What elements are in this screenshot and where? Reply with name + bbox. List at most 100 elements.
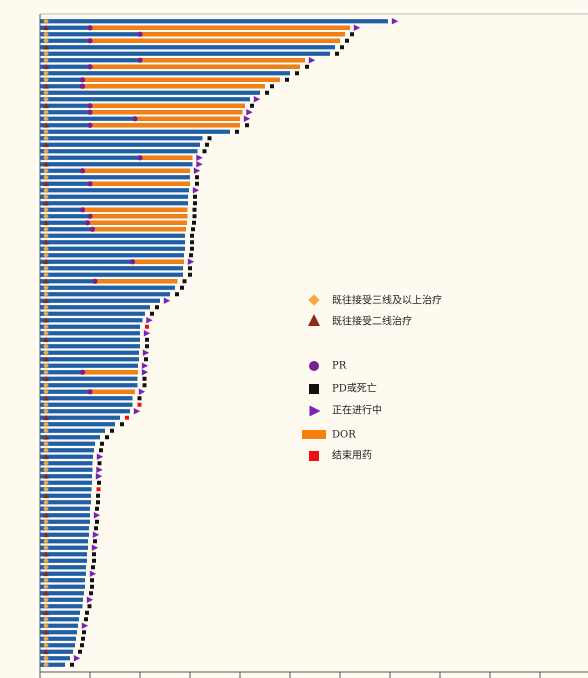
bar [40,337,140,342]
pd-marker [191,227,195,232]
bar [40,90,260,95]
ongoing-marker [353,24,361,31]
pd-marker [195,175,199,180]
pd-marker [193,194,197,199]
pd-marker [180,285,184,290]
dor-bar [95,279,178,284]
bar [40,396,133,401]
bar [40,513,90,518]
bar [40,597,83,602]
bar [40,506,90,511]
prior-marker [43,200,49,206]
prior-marker [43,298,49,304]
bar [40,422,115,427]
bar [40,532,89,537]
prior-marker [43,629,49,635]
prior-marker [43,473,49,479]
pr-marker [87,389,93,395]
dor-bar [90,123,240,128]
bar [40,461,93,466]
pd-marker [85,610,89,615]
prior-marker [43,551,49,557]
prior-marker [43,532,49,538]
ongoing-marker [193,167,201,174]
bar [40,558,87,563]
ongoing-marker [141,362,149,369]
pd-marker [120,422,124,427]
prior-marker [43,259,49,265]
ongoing-marker [163,297,171,304]
prior-marker [43,415,49,421]
pd-marker [150,311,154,316]
legend-label: 既往接受三线及以上治疗 [332,294,442,307]
ongoing-marker [243,115,251,122]
ongoing-marker [86,596,94,603]
dor-bar [135,116,240,121]
stop-marker [96,487,101,492]
pd-marker [295,71,299,76]
bar [40,376,138,381]
dor-bar [82,77,280,82]
bar [40,253,184,258]
pd-marker [205,142,209,147]
ongoing-marker [143,330,151,337]
pd-marker [335,51,339,56]
pd-marker [189,253,193,258]
ongoing-marker [91,544,99,551]
pr-marker [89,226,96,232]
bar [40,500,91,505]
bar [40,142,200,147]
ongoing-marker [196,154,203,161]
prior-marker [43,538,49,545]
pd-marker [305,64,309,69]
pd-marker [96,493,100,498]
bar [40,240,185,245]
bar [40,188,189,193]
bar [40,480,92,485]
pd-marker [82,630,86,635]
prior-marker [43,596,49,603]
ongoing-marker [93,512,101,519]
ongoing-marker [89,570,97,577]
pr-marker [87,38,93,44]
pd-marker [145,344,149,349]
bar [40,487,92,492]
pr-marker [79,77,86,83]
pr-marker [79,168,86,174]
pd-marker [81,636,85,641]
pd-marker [100,441,104,446]
prior-marker [43,622,49,629]
dor-bar [90,103,245,108]
dor-bar [140,155,193,160]
prior-marker [43,590,49,596]
bar [40,272,183,277]
bar [40,552,87,557]
bar [40,201,188,206]
prior-marker [43,142,49,148]
ongoing-marker [133,408,141,415]
bar [40,162,193,167]
prior-marker [43,454,49,460]
bar [40,51,330,56]
bar [40,71,290,76]
ongoing-marker [187,258,195,265]
prior-marker [43,376,49,382]
bar [40,539,88,544]
prior-marker [43,610,49,616]
pd-marker [137,396,142,401]
pd-marker [95,506,99,511]
bar [40,292,170,297]
legend-label: PR [332,361,347,372]
pd-marker [142,383,147,388]
pd-marker [193,201,197,206]
pd-marker [145,337,149,342]
prior-marker [43,557,49,564]
bar [40,155,193,160]
bar [40,350,139,355]
legend-label: 结束用药 [332,449,372,462]
pr-marker [92,278,98,284]
bar [40,363,138,368]
dor-bar [90,389,135,394]
pd-marker [95,519,99,524]
ongoing-marker [96,453,104,460]
